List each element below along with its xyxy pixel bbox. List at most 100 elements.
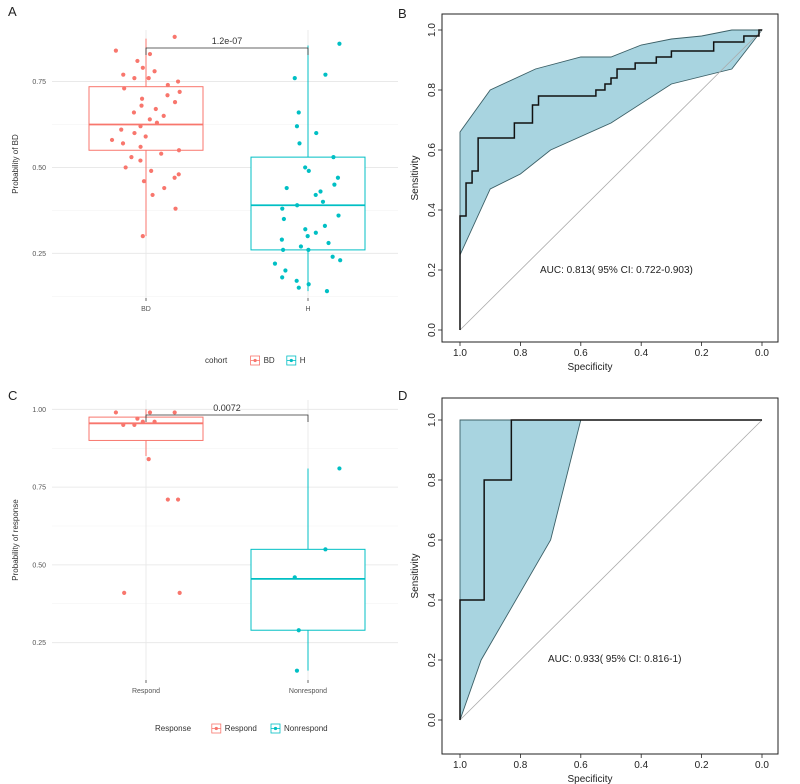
panel-a-data-point (132, 130, 137, 136)
panel-c-data-point (323, 547, 328, 552)
panel-b-x-tick-label: 0.0 (755, 348, 769, 359)
panel-c-data-point (121, 422, 126, 427)
panel-b-x-axis-title: Specificity (567, 362, 612, 373)
panel-a-data-point (154, 120, 160, 125)
panel-a-data-point (297, 141, 302, 146)
panel-c-p-value-label: 0.0072 (213, 403, 241, 413)
panel-a-data-point (138, 158, 143, 163)
panel-a-legend-title: cohort (205, 356, 228, 365)
panel-a-data-point (135, 58, 140, 64)
panel-a-data-point (141, 179, 147, 184)
panel-a-data-point (138, 144, 143, 149)
panel-a-y-tick-label: 0.50 (32, 165, 46, 172)
panel-a-data-point (140, 234, 145, 239)
panel-a-data-point (131, 110, 137, 115)
panel-b-y-axis-title: Sensitivity (410, 155, 421, 200)
panel-c-legend-key-point (273, 726, 278, 731)
panel-c-y-tick-label: 0.75 (32, 485, 46, 492)
panel-b-y-tick-label: 0.4 (427, 203, 438, 217)
panel-a-data-point (303, 165, 308, 170)
panel-a-data-point (294, 278, 299, 283)
panel-a-box-bd (88, 86, 204, 151)
panel-a-data-point (323, 72, 328, 77)
panel-a-data-point (338, 258, 343, 263)
panel-d-ci-band (459, 419, 582, 721)
panel-b-x-tick-label: 0.8 (513, 348, 527, 359)
panel-c-y-tick-label: 1.00 (32, 407, 46, 414)
panel-label-b: B (398, 6, 407, 21)
panel-d-x-tick-label: 0.6 (574, 760, 588, 771)
panel-a-legend-item: BD (264, 356, 275, 365)
panel-a-data-point (332, 182, 337, 187)
panel-a-data-point (172, 175, 177, 180)
panel-d-auc-label: AUC: 0.933( 95% CI: 0.816-1) (548, 654, 681, 665)
panel-a-data-point (109, 137, 115, 143)
panel-a-data-point (177, 89, 182, 94)
panel-a-data-point (149, 168, 154, 173)
panel-c-data-point (140, 419, 145, 424)
panel-b-plot-frame (441, 13, 779, 343)
panel-c-x-tick-label: Respond (132, 688, 160, 695)
panel-c-legend-title: Response (155, 724, 192, 733)
panel-a-data-point (284, 185, 289, 191)
panel-c-data-point (165, 497, 170, 502)
panel-a-data-point (159, 151, 164, 156)
panel-a-p-value-label: 1.2e-07 (212, 36, 243, 46)
panel-a-data-point (306, 168, 311, 173)
panel-a-y-tick-label: 0.75 (32, 79, 46, 86)
panel-c-data-point (113, 410, 118, 415)
panel-b-y-tick-label: 0.6 (427, 143, 438, 157)
panel-a-data-point (283, 268, 288, 273)
panel-a-data-point (176, 172, 181, 177)
panel-a-data-point (280, 247, 286, 252)
panel-c-data-point (292, 575, 297, 580)
panel-c-legend-key-point (214, 726, 218, 731)
panel-a-data-point (335, 175, 341, 180)
panel-label-c: C (8, 388, 17, 403)
panel-a-legend-key-point (289, 358, 293, 363)
panel-a-data-point (138, 124, 143, 129)
panel-a-data-point (139, 96, 145, 101)
panel-a-data-point (320, 199, 326, 204)
panel-d-x-tick-label: 0.2 (695, 760, 709, 771)
panel-c-data-point (177, 590, 182, 595)
panel-a-data-point (324, 289, 330, 294)
panel-d-chance-diagonal (459, 419, 763, 721)
panel-label-d: D (398, 388, 407, 403)
panel-a-data-point (165, 82, 170, 88)
panel-a-data-point (119, 127, 124, 132)
panel-c-significance-bracket (145, 414, 309, 422)
panel-c-x-tick-label: Nonrespond (289, 688, 327, 695)
panel-c-data-point (172, 410, 177, 415)
panel-c-y-tick-label: 0.25 (32, 640, 46, 647)
panel-a-data-point (292, 76, 297, 81)
panel-a-data-point (147, 117, 152, 122)
panel-b-ci-band (459, 29, 763, 256)
panel-b-y-tick-label: 0.8 (427, 83, 438, 97)
panel-a-data-point (120, 141, 126, 146)
panel-a-data-point (146, 76, 151, 81)
panel-a-x-tick-label: H (305, 306, 310, 313)
panel-d-y-tick-label: 0.4 (427, 593, 438, 607)
panel-b-x-tick-label: 1.0 (453, 348, 467, 359)
panel-c-data-point (135, 416, 140, 421)
panel-a-data-point (313, 230, 318, 235)
panel-a-x-tick-label: BD (141, 306, 151, 313)
panel-a-data-point (175, 79, 181, 84)
panel-a-data-point (161, 113, 166, 118)
panel-d-y-tick-label: 1.0 (427, 413, 438, 427)
panel-a-data-point (280, 206, 285, 211)
panel-a-data-point (314, 130, 319, 136)
panel-c-legend-item: Respond (225, 724, 257, 733)
panel-a-data-point (279, 237, 284, 242)
panel-d-y-tick-label: 0.2 (427, 653, 438, 667)
panel-a-data-point (153, 106, 158, 112)
panel-a-data-point (295, 203, 300, 208)
panel-a-y-tick-label: 0.25 (32, 251, 46, 258)
panel-a-data-point (173, 206, 178, 211)
panel-a-data-point (296, 110, 301, 115)
panel-d-plot-frame (441, 397, 779, 755)
panel-d-x-tick-label: 1.0 (453, 760, 467, 771)
panel-d-x-tick-label: 0.0 (755, 760, 769, 771)
